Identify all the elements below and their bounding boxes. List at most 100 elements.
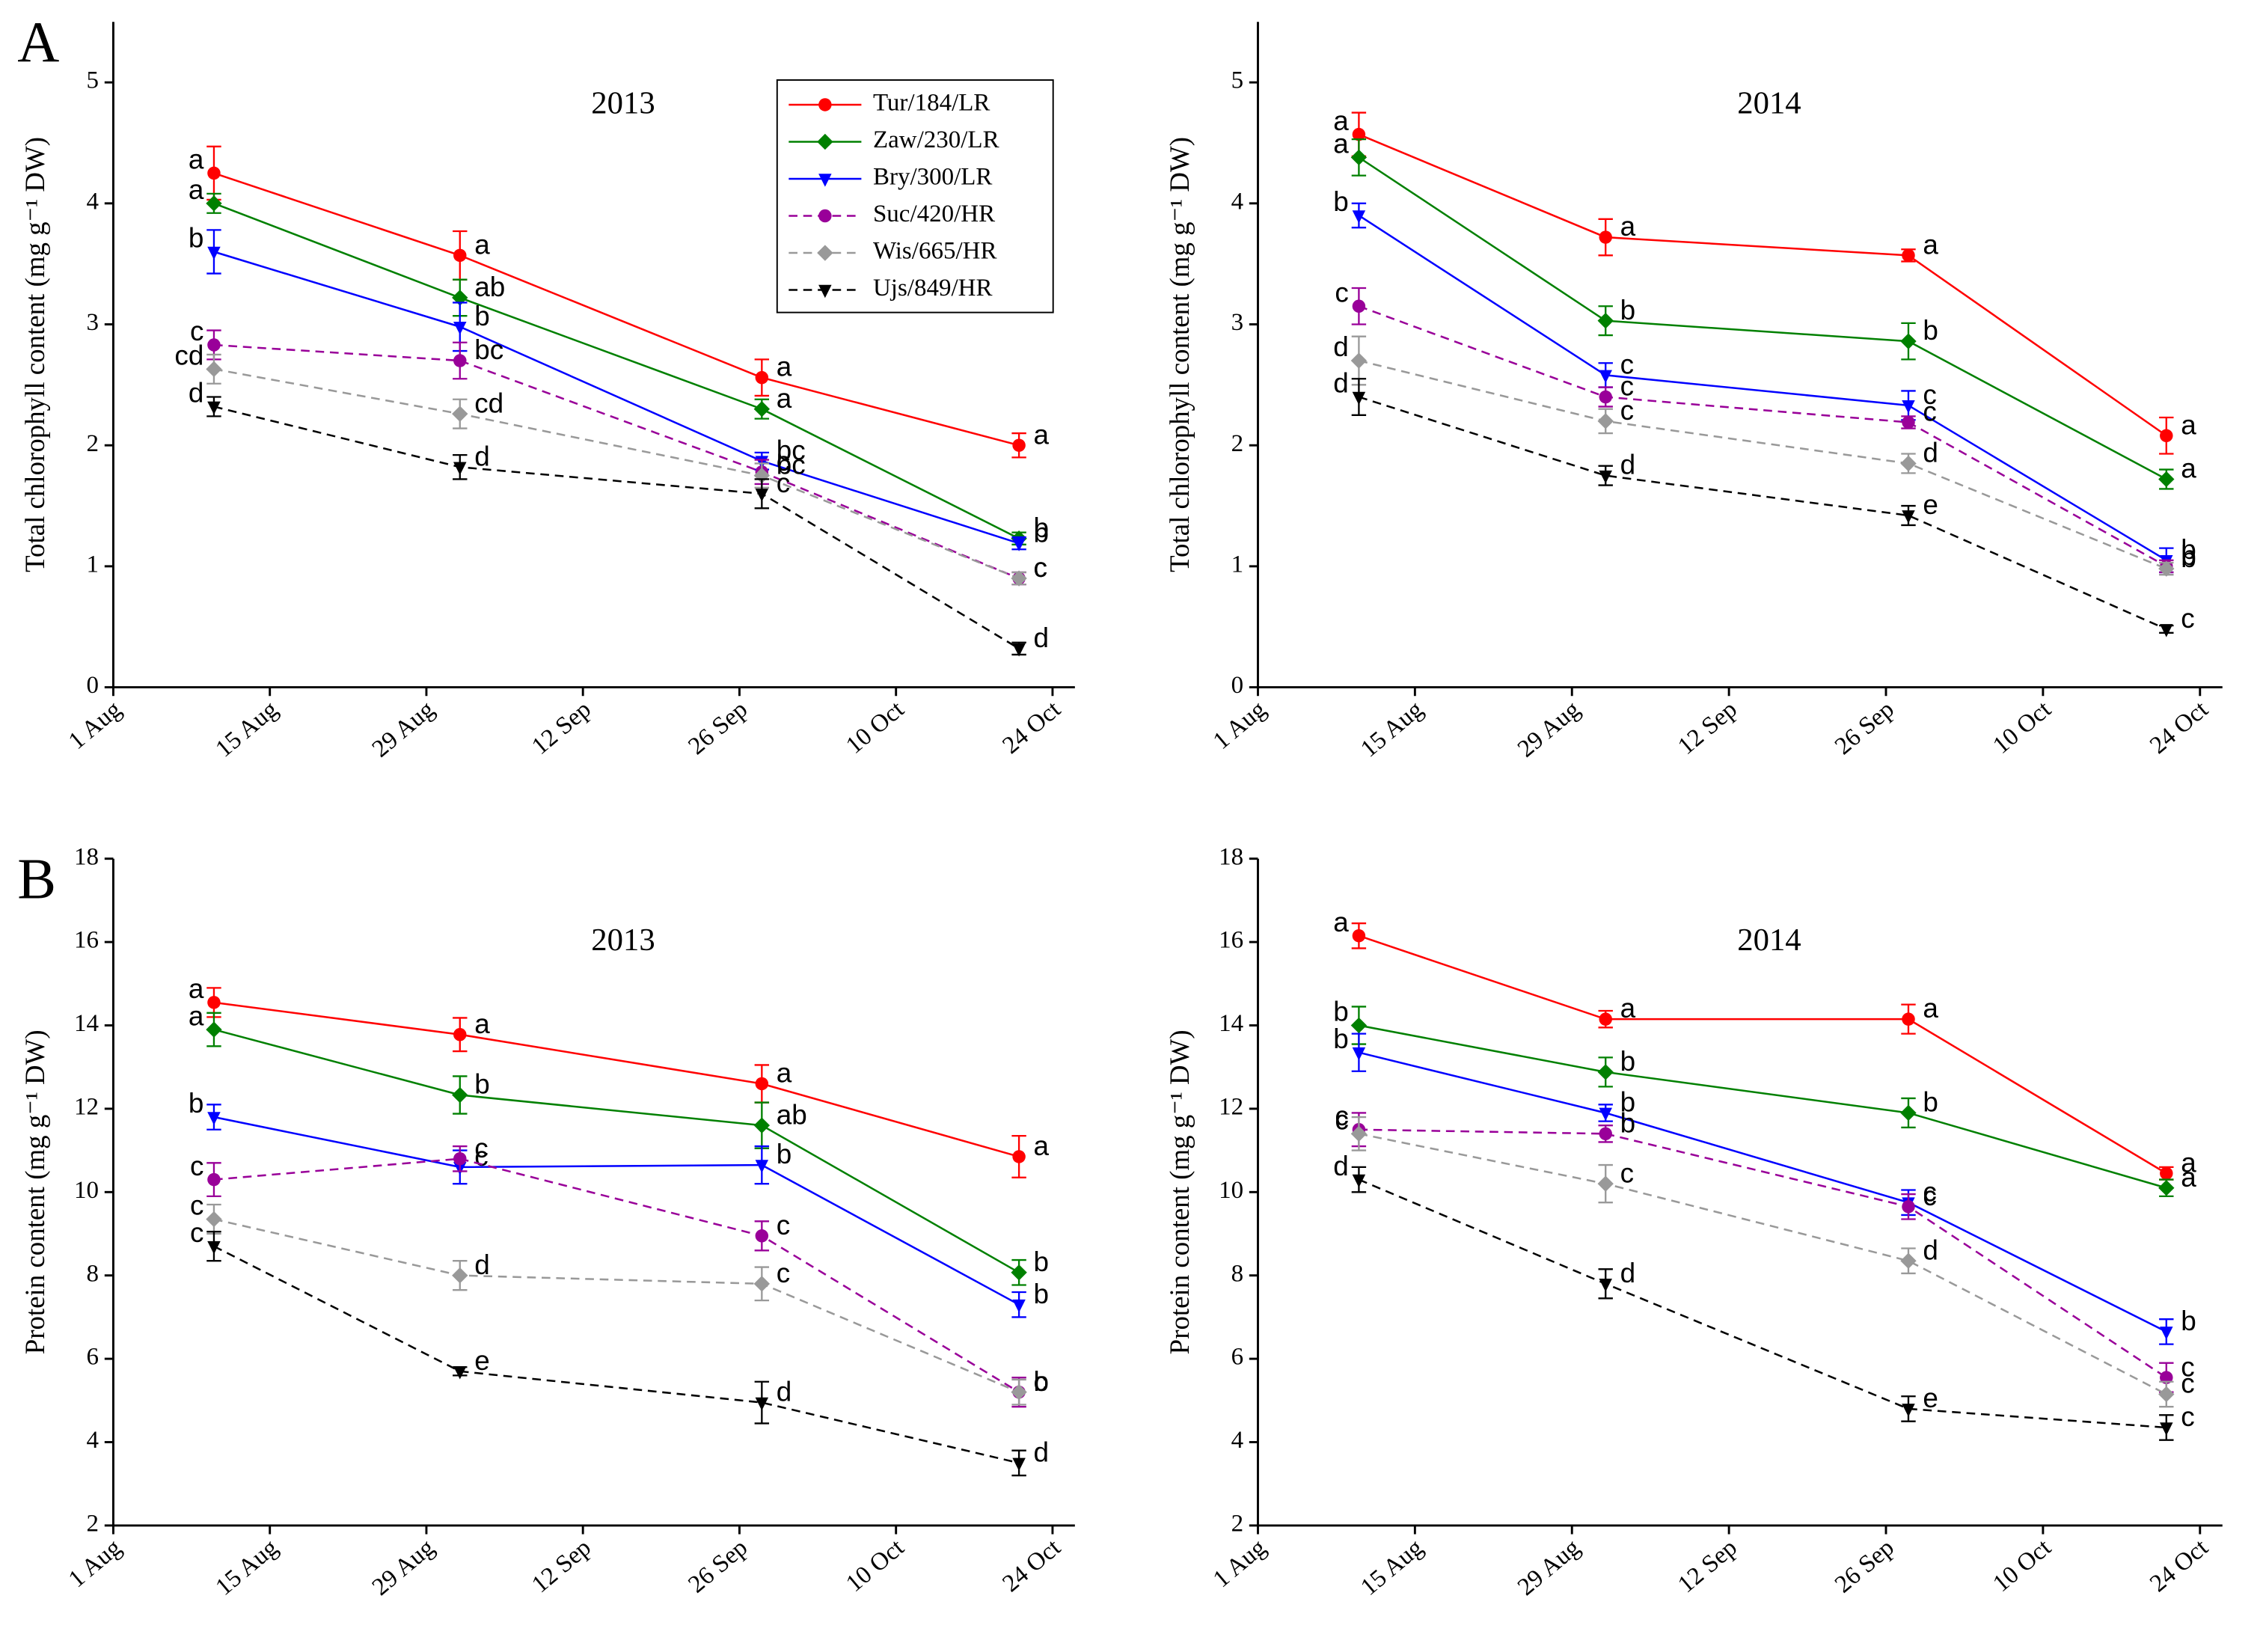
y-tick-label: 4 xyxy=(1231,188,1244,215)
data-point xyxy=(1599,230,1612,244)
significance-letter: d xyxy=(474,441,490,471)
data-point xyxy=(1352,1047,1366,1061)
significance-letter: a xyxy=(1034,1131,1050,1161)
significance-letter: a xyxy=(2181,453,2196,484)
data-point xyxy=(207,996,221,1009)
data-point xyxy=(1352,299,1366,313)
significance-letter: b xyxy=(1620,1046,1636,1077)
significance-letter: d xyxy=(1333,368,1349,399)
significance-letter: c xyxy=(777,446,790,477)
data-point xyxy=(1902,400,1915,414)
significance-letter: a xyxy=(189,1000,204,1031)
series-line xyxy=(1359,1051,2167,1333)
data-point xyxy=(755,370,769,385)
data-point xyxy=(452,1086,468,1104)
y-tick-label: 0 xyxy=(87,672,99,699)
data-point xyxy=(207,1172,221,1187)
data-point xyxy=(1902,1012,1915,1026)
significance-letter: d xyxy=(777,1377,792,1407)
significance-letter: a xyxy=(189,973,204,1004)
significance-letter: a xyxy=(474,1009,490,1039)
significance-letter: d xyxy=(1034,622,1050,653)
y-tick-label: 4 xyxy=(1231,1427,1244,1454)
y-tick-label: 14 xyxy=(1219,1010,1243,1037)
significance-letter: b xyxy=(1034,517,1050,548)
data-point xyxy=(2160,624,2173,637)
data-point xyxy=(1350,352,1368,369)
x-tick-label: 1 Aug xyxy=(64,1534,126,1593)
data-point xyxy=(1902,1404,1915,1417)
y-axis-label: Total chlorophyll content (mg g⁻¹ DW) xyxy=(19,137,51,572)
series-line xyxy=(213,1001,1020,1158)
chart-title: 2013 xyxy=(591,86,655,121)
data-point xyxy=(1599,370,1612,384)
significance-letter: c xyxy=(1335,1101,1348,1131)
data-point xyxy=(1902,415,1915,429)
legend-label: Bry/300/LR xyxy=(873,164,993,191)
significance-letter: b xyxy=(1620,295,1636,325)
chart-title: 2014 xyxy=(1737,86,1801,121)
data-point xyxy=(2158,1180,2175,1196)
x-tick-label: 1 Aug xyxy=(1208,1534,1271,1593)
data-point xyxy=(1599,1107,1612,1122)
data-point xyxy=(206,1021,222,1038)
significance-letter: d xyxy=(1034,1437,1050,1467)
data-point xyxy=(207,246,221,260)
series-line xyxy=(1359,1128,2167,1379)
y-tick-label: 16 xyxy=(1219,927,1243,954)
panel-label: A xyxy=(17,10,59,74)
data-point xyxy=(1350,1125,1368,1142)
data-point xyxy=(2160,1371,2173,1384)
significance-letter: a xyxy=(2181,1162,2196,1193)
data-point xyxy=(206,361,222,378)
significance-letter: a xyxy=(1620,993,1636,1024)
x-tick-label: 26 Sep xyxy=(1830,696,1899,760)
series-line xyxy=(213,1157,1020,1393)
y-tick-label: 6 xyxy=(87,1344,99,1371)
y-tick-label: 0 xyxy=(1231,672,1244,699)
significance-letter: ab xyxy=(777,1099,807,1130)
y-tick-label: 6 xyxy=(1231,1344,1244,1371)
significance-letter: c xyxy=(190,1190,203,1221)
x-tick-label: 1 Aug xyxy=(64,696,126,755)
y-tick-label: 2 xyxy=(1231,1510,1244,1537)
significance-letter: b xyxy=(2181,534,2196,565)
significance-letter: c xyxy=(1923,379,1936,410)
significance-letter: b xyxy=(1034,1366,1050,1397)
data-point xyxy=(1012,1299,1026,1313)
data-point xyxy=(207,1240,221,1255)
x-tick-label: 24 Oct xyxy=(2145,696,2213,759)
data-point xyxy=(453,1152,467,1166)
y-tick-label: 5 xyxy=(87,67,99,94)
data-point xyxy=(2158,471,2175,488)
significance-letter: b xyxy=(2181,542,2196,573)
data-point xyxy=(2160,429,2173,442)
significance-letter: b xyxy=(1333,186,1349,217)
x-tick-label: 26 Sep xyxy=(1830,1534,1899,1598)
legend-label: Tur/184/LR xyxy=(873,90,990,117)
y-tick-label: 4 xyxy=(87,188,99,215)
significance-letter: c xyxy=(1034,1366,1047,1397)
y-axis-label: Total chlorophyll content (mg g⁻¹ DW) xyxy=(1164,137,1195,572)
x-tick-label: 29 Aug xyxy=(1513,1534,1585,1600)
significance-letter: c xyxy=(1335,1105,1348,1136)
significance-letter: a xyxy=(1333,907,1349,937)
x-tick-label: 15 Aug xyxy=(1356,1534,1428,1600)
significance-letter: c xyxy=(1923,397,1936,427)
y-tick-label: 2 xyxy=(87,1510,99,1537)
x-tick-label: 15 Aug xyxy=(1356,696,1428,762)
significance-letter: a xyxy=(777,352,792,382)
significance-letter: d xyxy=(1333,331,1349,362)
x-tick-label: 26 Sep xyxy=(684,1534,753,1598)
data-point xyxy=(1597,413,1614,429)
significance-letter: c xyxy=(1620,1157,1634,1188)
significance-letter: d xyxy=(1620,450,1636,480)
data-point xyxy=(453,462,467,475)
significance-letter: a xyxy=(189,144,204,175)
x-tick-label: 24 Oct xyxy=(997,696,1065,759)
x-tick-label: 12 Sep xyxy=(1673,1534,1742,1598)
y-tick-label: 2 xyxy=(1231,430,1244,457)
significance-letter: d xyxy=(1333,1151,1349,1181)
x-tick-label: 10 Oct xyxy=(1988,696,2056,759)
